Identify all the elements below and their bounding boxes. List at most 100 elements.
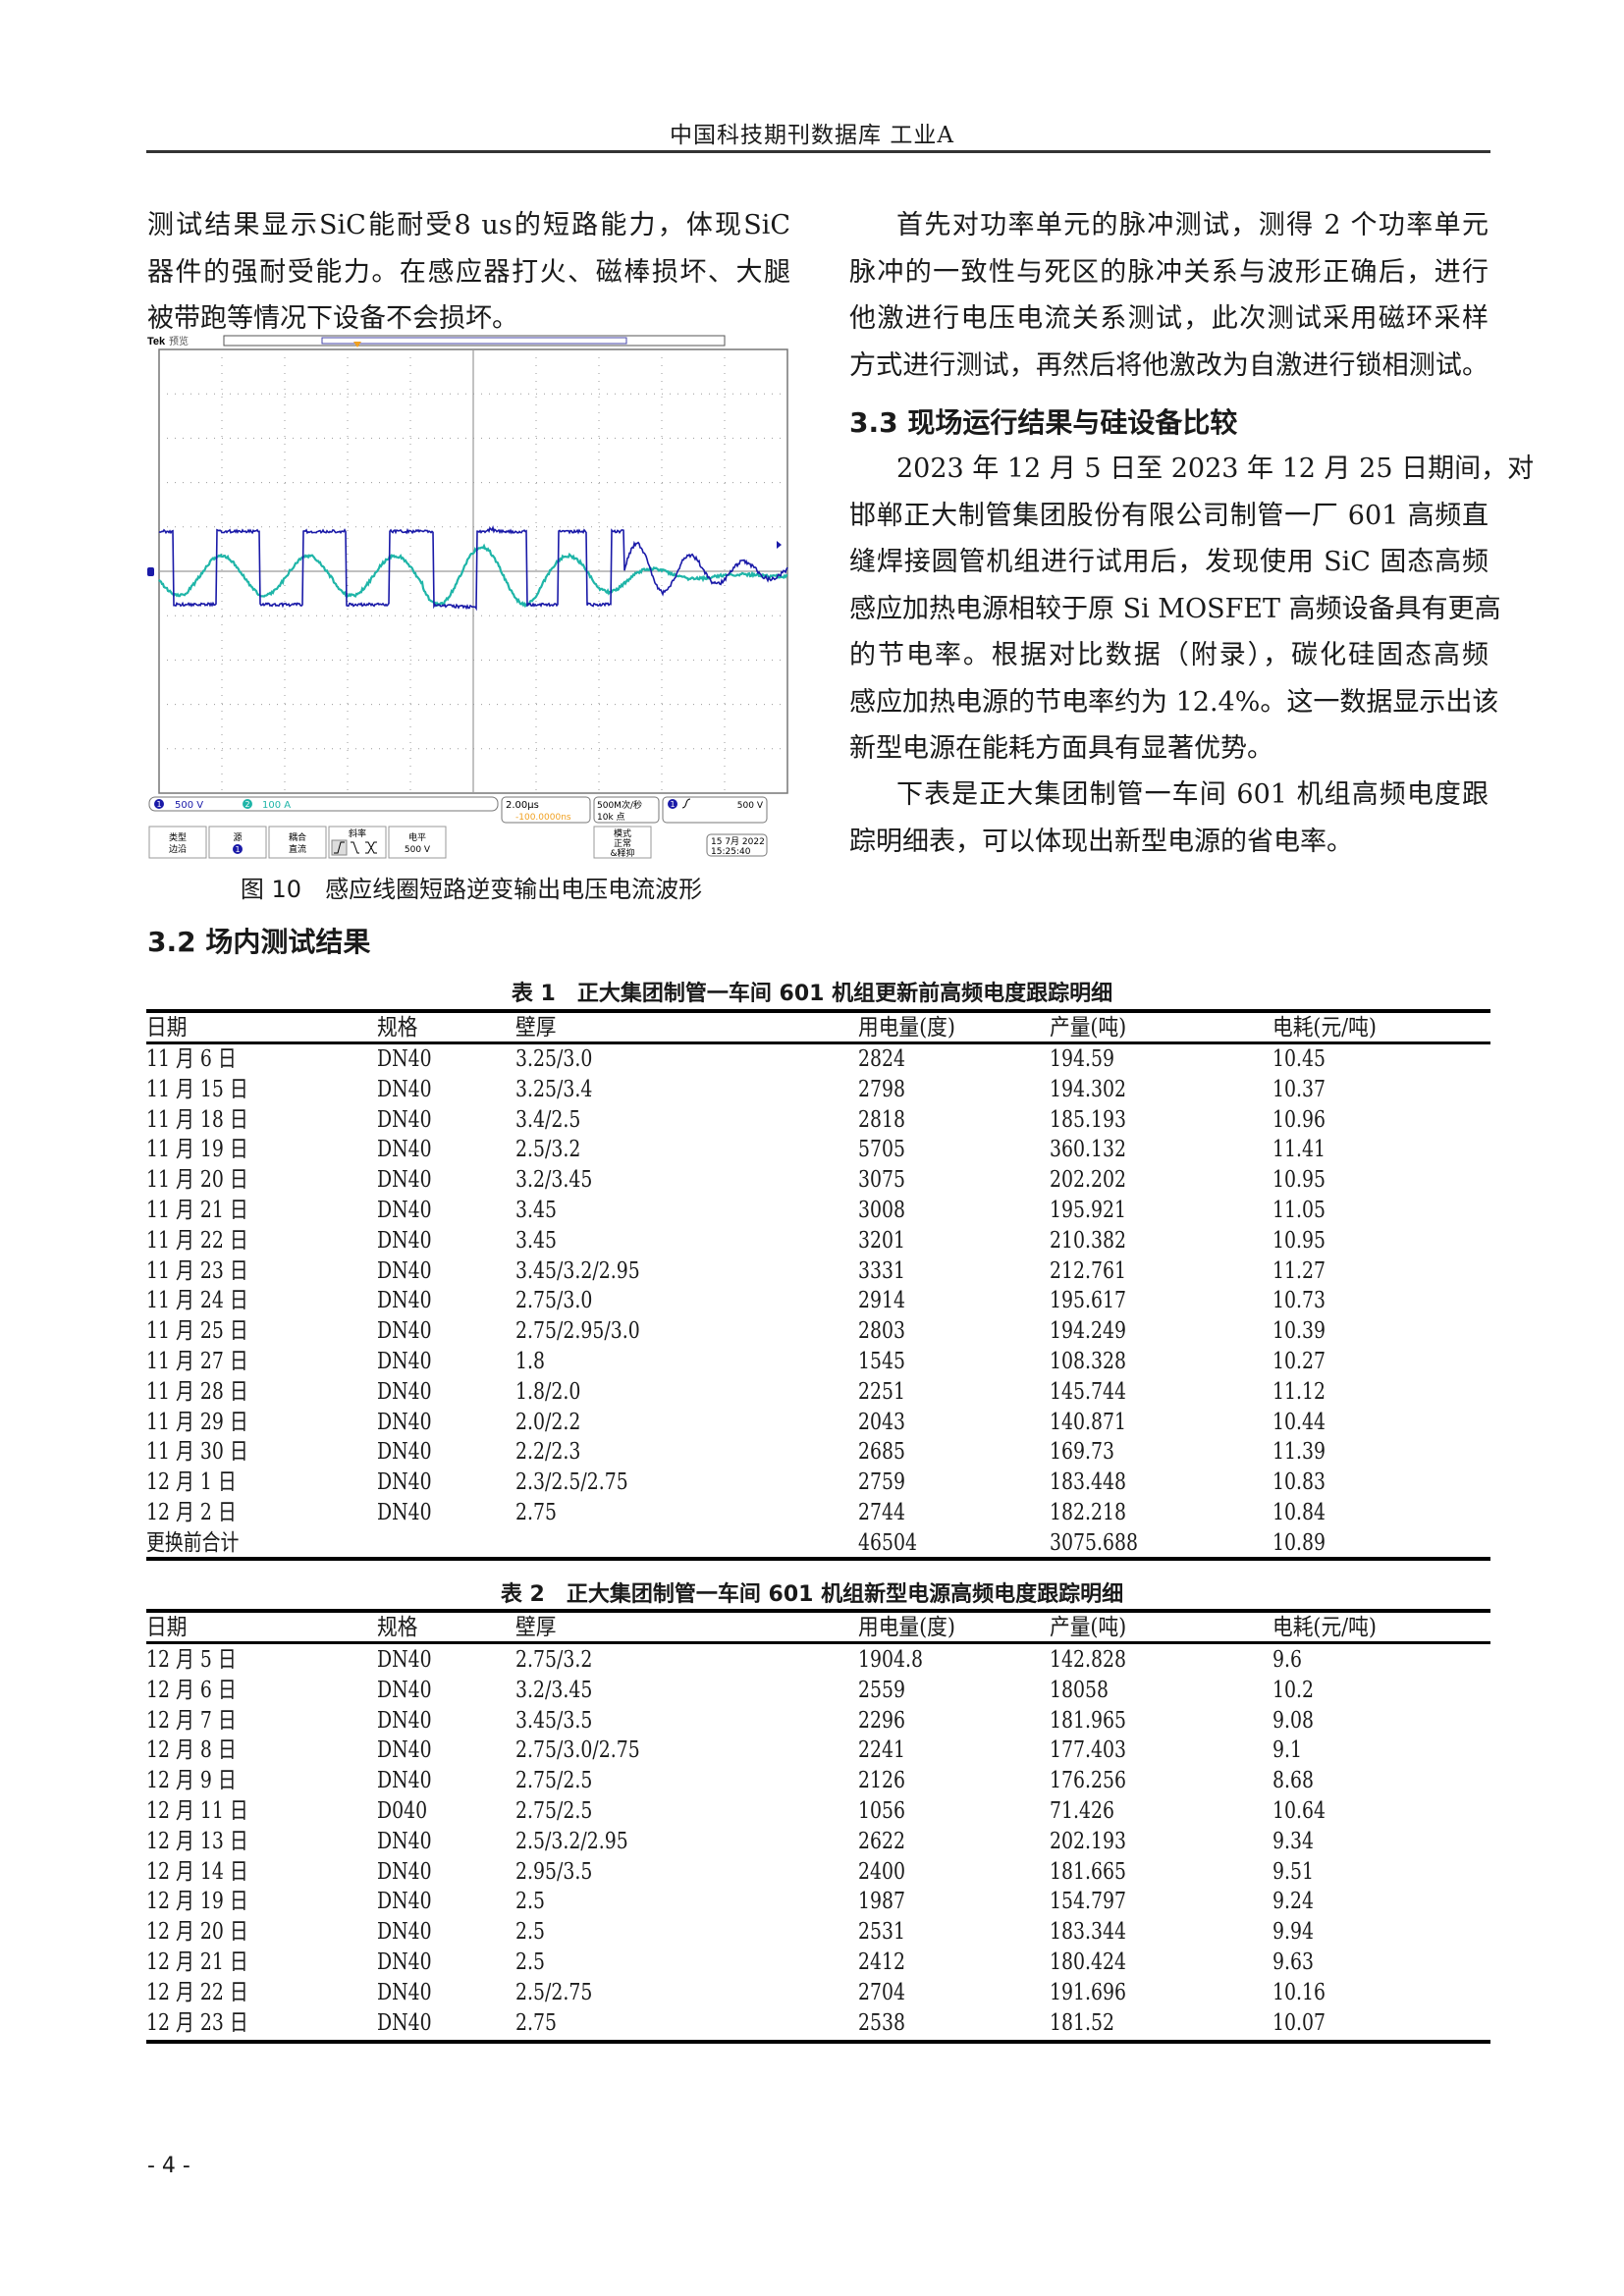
table-cell: 191.696 <box>1050 1978 1126 2008</box>
table-cell: 2798 <box>858 1075 905 1105</box>
paragraph-line: 2023 年 12 月 5 日至 2023 年 12 月 25 日期间，对 <box>896 453 1489 486</box>
table-cell: DN40 <box>377 1044 432 1075</box>
table-cell: DN40 <box>377 1735 432 1766</box>
table-cell: 2.5/3.2 <box>515 1135 580 1165</box>
table-row: 12 月 9 日 DN40 2.75/2.5 2126 176.256 8.68 <box>146 1766 1490 1796</box>
scope-menu-buttons: 类型 边沿 源 1 耦合 直流 斜率 电平 500 V 模式 正常 &释抑 15… <box>149 827 767 859</box>
ch2-scale: 100 A <box>262 800 291 811</box>
table-cell: 12 月 11 日 <box>146 1796 248 1827</box>
table-cell: 10.27 <box>1272 1347 1326 1377</box>
table-row: 12 月 5 日 DN40 2.75/3.2 1904.8 142.828 9.6 <box>146 1645 1490 1676</box>
table-row: 12 月 7 日 DN40 3.45/3.5 2296 181.965 9.08 <box>146 1706 1490 1736</box>
table-cell: 10.83 <box>1272 1468 1326 1498</box>
paragraph-line: 踪明细表，可以体现出新型电源的省电率。 <box>849 826 1489 859</box>
table-cell: 2803 <box>858 1316 905 1347</box>
table-cell: DN40 <box>377 1978 432 2008</box>
table-cell: 212.761 <box>1050 1256 1126 1287</box>
table-bottom-rule <box>146 1557 1490 1561</box>
table-cell: 2.3/2.5/2.75 <box>515 1468 628 1498</box>
table-cell: 9.63 <box>1272 1948 1314 1978</box>
table-cell: 2.75 <box>515 2008 557 2039</box>
table-row: 11 月 20 日 DN40 3.2/3.45 3075 202.202 10.95 <box>146 1165 1490 1196</box>
table-cell: 180.424 <box>1050 1948 1126 1978</box>
table-cell: 360.132 <box>1050 1135 1126 1165</box>
table-cell: 10.37 <box>1272 1075 1326 1105</box>
table-row: 12 月 19 日 DN40 2.5 1987 154.797 9.24 <box>146 1887 1490 1917</box>
table-cell: 210.382 <box>1050 1226 1126 1256</box>
table-cell: 46504 <box>858 1528 917 1559</box>
table-row: 12 月 1 日 DN40 2.3/2.5/2.75 2759 183.448 10.83 <box>146 1468 1490 1498</box>
table-cell: 11 月 20 日 <box>146 1165 248 1196</box>
table-cell: 3.25/3.0 <box>515 1044 592 1075</box>
table-cell: 10.84 <box>1272 1498 1326 1528</box>
table-row: 12 月 21 日 DN40 2.5 2412 180.424 9.63 <box>146 1948 1490 1978</box>
table-cell: 11 月 30 日 <box>146 1437 248 1468</box>
table-cell: 177.403 <box>1050 1735 1126 1766</box>
table-cell: 2559 <box>858 1676 905 1706</box>
timebase: 2.00μs <box>506 800 539 811</box>
table-cell: 3075 <box>858 1165 905 1196</box>
table-row: 11 月 21 日 DN40 3.45 3008 195.921 11.05 <box>146 1196 1490 1226</box>
table-cell: 11 月 22 日 <box>146 1226 248 1256</box>
sample-rate: 500M次/秒 <box>597 799 642 811</box>
table-cell: 2531 <box>858 1917 905 1948</box>
trigger-source-label: 1 <box>670 800 675 809</box>
table-cell: 11.12 <box>1272 1377 1326 1408</box>
table-cell: 2.0/2.2 <box>515 1408 580 1438</box>
table-cell: 3.4/2.5 <box>515 1105 580 1136</box>
table-cell: 9.1 <box>1272 1735 1302 1766</box>
table-cell: 2824 <box>858 1044 905 1075</box>
column-header: 日期 <box>146 1613 187 1643</box>
table-row: 11 月 18 日 DN40 3.4/2.5 2818 185.193 10.96 <box>146 1105 1490 1136</box>
table-cell: 11 月 25 日 <box>146 1316 248 1347</box>
table-cell: DN40 <box>377 1256 432 1287</box>
table-row: 11 月 29 日 DN40 2.0/2.2 2043 140.871 10.44 <box>146 1408 1490 1438</box>
table-cell: DN40 <box>377 1408 432 1438</box>
table-cell: 1.8 <box>515 1347 545 1377</box>
table-cell: 11 月 18 日 <box>146 1105 248 1136</box>
table-cell: 2.75/3.0 <box>515 1286 592 1316</box>
column-header: 规格 <box>377 1013 417 1043</box>
table-cell: 185.193 <box>1050 1105 1126 1136</box>
table-cell: DN40 <box>377 1165 432 1196</box>
scope-mode: 预览 <box>169 335 189 347</box>
table-cell: 2.75 <box>515 1498 557 1528</box>
table-cell: 142.828 <box>1050 1645 1126 1676</box>
table-cell: 10.95 <box>1272 1226 1326 1256</box>
table-cell: 194.302 <box>1050 1075 1126 1105</box>
table-cell: 2.5/3.2/2.95 <box>515 1827 628 1857</box>
table-cell: 11 月 6 日 <box>146 1044 237 1075</box>
paragraph-line: 感应加热电源的节电率约为 12.4%。这一数据显示出该 <box>849 686 1489 720</box>
paragraph-line: 缝焊接圆管机组进行试用后，发现使用 SiC 固态高频 <box>849 546 1489 579</box>
table-cell: 2.2/2.3 <box>515 1437 580 1468</box>
table-cell: 181.52 <box>1050 2008 1114 2039</box>
coupling-button-value: 直流 <box>289 843 306 855</box>
table-cell: DN40 <box>377 1105 432 1136</box>
ch1-scale: 500 V <box>175 800 203 811</box>
table-row: 11 月 19 日 DN40 2.5/3.2 5705 360.132 11.41 <box>146 1135 1490 1165</box>
table-cell: 169.73 <box>1050 1437 1114 1468</box>
table-cell: 140.871 <box>1050 1408 1126 1438</box>
table-cell: 2251 <box>858 1377 905 1408</box>
column-header: 产量(吨) <box>1050 1013 1126 1043</box>
table-cell: 195.921 <box>1050 1196 1126 1226</box>
table-cell: 9.24 <box>1272 1887 1314 1917</box>
left-paragraph-line: 测试结果显示SiC能耐受8 us的短路能力，体现SiC <box>147 209 790 242</box>
table-cell: DN40 <box>377 1226 432 1256</box>
table-cell: 202.193 <box>1050 1827 1126 1857</box>
column-header: 日期 <box>146 1013 187 1043</box>
ch1-badge-label: 1 <box>156 800 161 809</box>
source-button-value: 1 <box>235 845 240 854</box>
table-cell: 12 月 1 日 <box>146 1468 237 1498</box>
record-length: 10k 点 <box>597 812 625 823</box>
table-row: 11 月 22 日 DN40 3.45 3201 210.382 10.95 <box>146 1226 1490 1256</box>
table-cell: DN40 <box>377 1857 432 1888</box>
level-button-value: 500 V <box>405 845 431 855</box>
record-view-window <box>322 338 626 344</box>
table-cell: 2.75/2.5 <box>515 1796 592 1827</box>
table-cell: 9.94 <box>1272 1917 1314 1948</box>
coupling-button-label: 耦合 <box>289 831 306 843</box>
table-cell: 2400 <box>858 1857 905 1888</box>
table-cell: 11 月 24 日 <box>146 1286 248 1316</box>
table-cell: 10.95 <box>1272 1165 1326 1196</box>
